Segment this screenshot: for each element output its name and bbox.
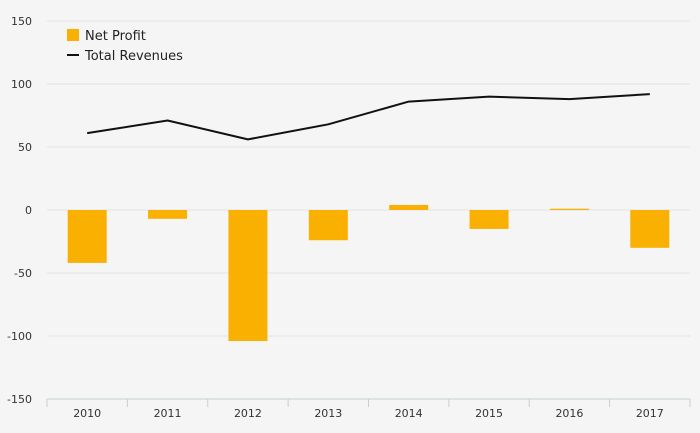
bar-net-profit-2013 xyxy=(308,210,348,241)
x-axis: 2010 2011 2012 2013 2014 2015 2016 2017 xyxy=(46,398,691,420)
x-tick-label: 2013 xyxy=(314,407,342,420)
net-profit-bars xyxy=(67,204,670,342)
x-tick-label: 2012 xyxy=(234,407,262,420)
x-tick-label: 2010 xyxy=(73,407,101,420)
y-tick-label: -50 xyxy=(14,267,32,280)
y-tick-label: -150 xyxy=(7,393,32,406)
y-tick-label: 50 xyxy=(18,141,32,154)
legend: Net Profit Total Revenues xyxy=(67,29,183,64)
bar-net-profit-2010 xyxy=(67,210,107,263)
y-tick-label: 100 xyxy=(11,78,32,91)
legend-label-net-profit: Net Profit xyxy=(85,29,146,44)
y-tick-label: -100 xyxy=(7,330,32,343)
y-axis-ticks: 150 100 50 0 -50 -100 -150 xyxy=(7,15,32,406)
y-tick-label: 0 xyxy=(25,204,32,217)
bar-net-profit-2016 xyxy=(549,208,589,210)
line-total-revenues xyxy=(87,93,650,141)
bar-net-profit-2014 xyxy=(389,204,429,210)
y-tick-label: 150 xyxy=(11,15,32,28)
bar-net-profit-2015 xyxy=(469,210,509,229)
x-tick-label: 2011 xyxy=(154,407,182,420)
x-tick-label: 2015 xyxy=(475,407,503,420)
bar-net-profit-2017 xyxy=(630,210,670,248)
legend-swatch-net-profit xyxy=(67,29,79,41)
bar-net-profit-2011 xyxy=(148,210,188,219)
x-tick-label: 2016 xyxy=(555,407,583,420)
legend-label-total-revenues: Total Revenues xyxy=(84,49,183,64)
x-tick-label: 2014 xyxy=(395,407,423,420)
total-revenues-line-group xyxy=(87,93,650,141)
x-tick-label: 2017 xyxy=(636,407,664,420)
bar-net-profit-2012 xyxy=(228,210,268,342)
